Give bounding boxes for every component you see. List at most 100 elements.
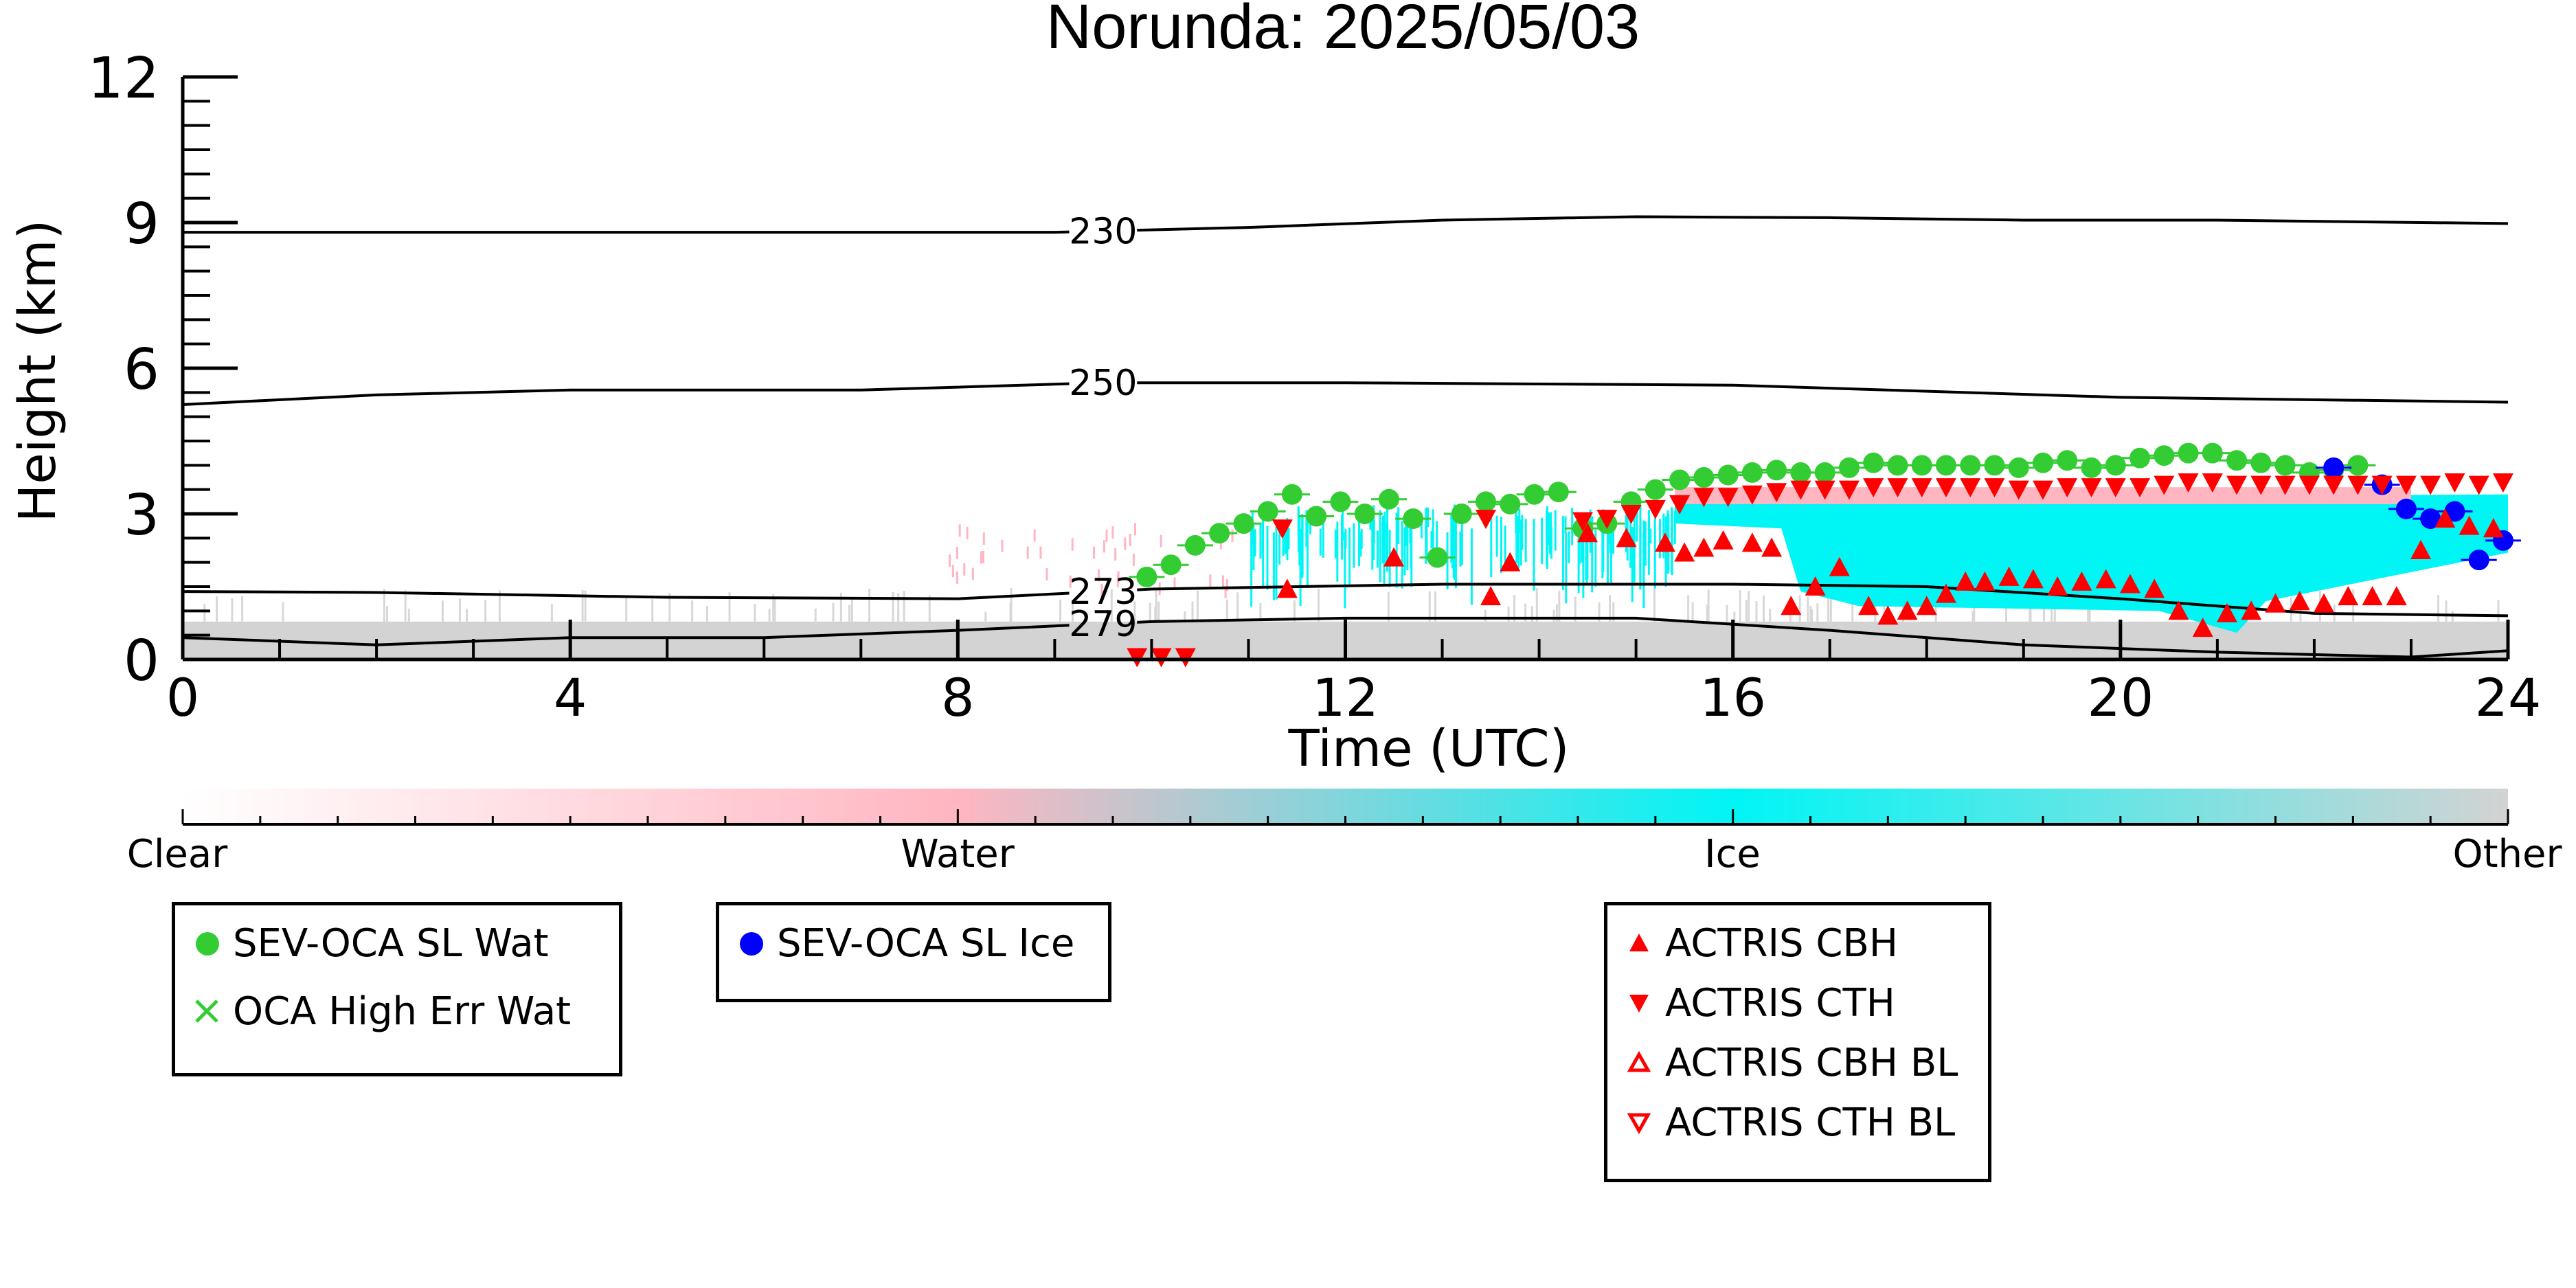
other-speck	[668, 592, 671, 622]
data-point	[1935, 455, 1956, 476]
x-tick-label: 24	[2475, 667, 2542, 728]
other-speck	[581, 590, 584, 622]
contour-label: 250	[1069, 363, 1137, 404]
ice-streak	[1261, 505, 1264, 552]
data-point	[2468, 550, 2489, 571]
ice-streak	[1541, 517, 1544, 565]
ice-streak	[1450, 514, 1453, 563]
data-point	[1693, 537, 1715, 557]
data-point	[1960, 478, 1981, 498]
ice-streak	[1515, 506, 1517, 534]
legend-item-sev-oca-sl-ice: SEV-OCA SL Ice	[719, 921, 1074, 966]
ice-streak	[1644, 521, 1647, 566]
other-speck	[850, 599, 853, 622]
data-point	[1354, 504, 1375, 524]
contour-line	[182, 624, 1070, 646]
other-speck	[1816, 603, 1819, 622]
ice-streak	[1287, 528, 1290, 550]
x-tick-label: 0	[166, 667, 199, 728]
data-point	[1805, 576, 1826, 596]
contour-line	[1137, 215, 2509, 232]
colorbar-label-clear: Clear	[127, 832, 228, 877]
other-speck	[1653, 587, 1656, 622]
data-point	[1184, 534, 1206, 556]
data-point	[1935, 583, 1956, 603]
data-point	[1524, 484, 1545, 505]
water-speck	[982, 532, 985, 545]
data-point	[2347, 455, 2369, 476]
data-point	[2323, 475, 2345, 495]
data-point	[1616, 528, 1637, 547]
ice-streak	[1403, 527, 1406, 576]
data-point	[2192, 618, 2213, 637]
colorbar-label-water: Water	[901, 832, 1015, 877]
data-point	[2129, 478, 2151, 498]
water-speck	[1132, 553, 1135, 566]
data-point	[1741, 485, 1763, 505]
data-point	[2289, 591, 2310, 611]
legend-item-actris-cbh: ACTRIS CBH	[1607, 921, 1898, 966]
data-point	[2081, 457, 2102, 478]
ice-streak	[1533, 519, 1535, 591]
other-speck	[1133, 601, 1136, 622]
other-speck	[1484, 609, 1487, 622]
other-speck	[2497, 600, 2500, 622]
data-point	[2468, 475, 2489, 495]
data-point	[2178, 442, 2199, 464]
ice-streak	[1633, 514, 1636, 583]
other-speck	[1513, 595, 1516, 622]
legend-item-actris-cbh-bl: ACTRIS CBH BL	[1607, 1041, 1958, 1085]
axes: 0 3 6 9 12 0 4 8 12 16 20 24	[88, 46, 2542, 728]
ice-streak	[1649, 528, 1652, 544]
data-point	[2444, 501, 2465, 522]
data-point	[1160, 554, 1182, 576]
ice-streak	[1515, 521, 1518, 564]
water-speck	[956, 571, 958, 584]
data-point	[2022, 569, 2044, 589]
ice-streak	[1517, 515, 1519, 557]
chart-title: Norunda: 2025/05/03	[1046, 0, 1640, 62]
data-point	[2202, 473, 2223, 493]
data-point	[2483, 518, 2504, 538]
data-point	[2154, 475, 2175, 495]
x-tick-label: 12	[1312, 667, 1379, 728]
data-point	[1911, 478, 1932, 498]
ice-streak	[1453, 504, 1456, 580]
data-point	[2057, 450, 2078, 471]
data-point	[2226, 475, 2248, 495]
data-point	[1858, 596, 1879, 615]
data-point	[1654, 532, 1675, 552]
ice-streak	[1341, 515, 1344, 560]
other-speck	[839, 592, 842, 622]
ice-streak	[1420, 520, 1423, 539]
ice-streak	[1518, 508, 1521, 533]
water-speck	[1093, 546, 1096, 559]
other-speck	[1555, 604, 1558, 622]
water-speck	[1133, 523, 1136, 536]
ice-streak	[1405, 514, 1408, 546]
data-point	[2444, 473, 2465, 493]
data-point	[2371, 475, 2393, 495]
water-speck	[963, 563, 966, 576]
other-speck	[203, 604, 206, 622]
data-point	[1766, 460, 1787, 481]
ice-streak	[1564, 516, 1567, 534]
legend-item-oca-high-err-wat: OCA High Err Wat	[175, 989, 571, 1034]
ice-streak	[1571, 508, 1574, 545]
data-point	[1984, 455, 2005, 476]
data-point	[2250, 475, 2272, 495]
ice-streak	[1353, 523, 1355, 568]
data-point	[2410, 540, 2432, 559]
data-point	[1306, 506, 1327, 527]
ice-streak	[1550, 512, 1552, 540]
ice-streak	[1554, 510, 1557, 551]
ice-streak	[1254, 529, 1256, 557]
data-point	[2105, 478, 2126, 498]
y-tick-label: 12	[88, 46, 159, 111]
ice-streak	[1282, 525, 1285, 556]
ice-streak	[1301, 514, 1304, 578]
water-speck	[982, 551, 984, 564]
data-point	[1572, 512, 1594, 532]
water-speck	[1103, 540, 1106, 553]
ice-streak	[1383, 519, 1386, 585]
